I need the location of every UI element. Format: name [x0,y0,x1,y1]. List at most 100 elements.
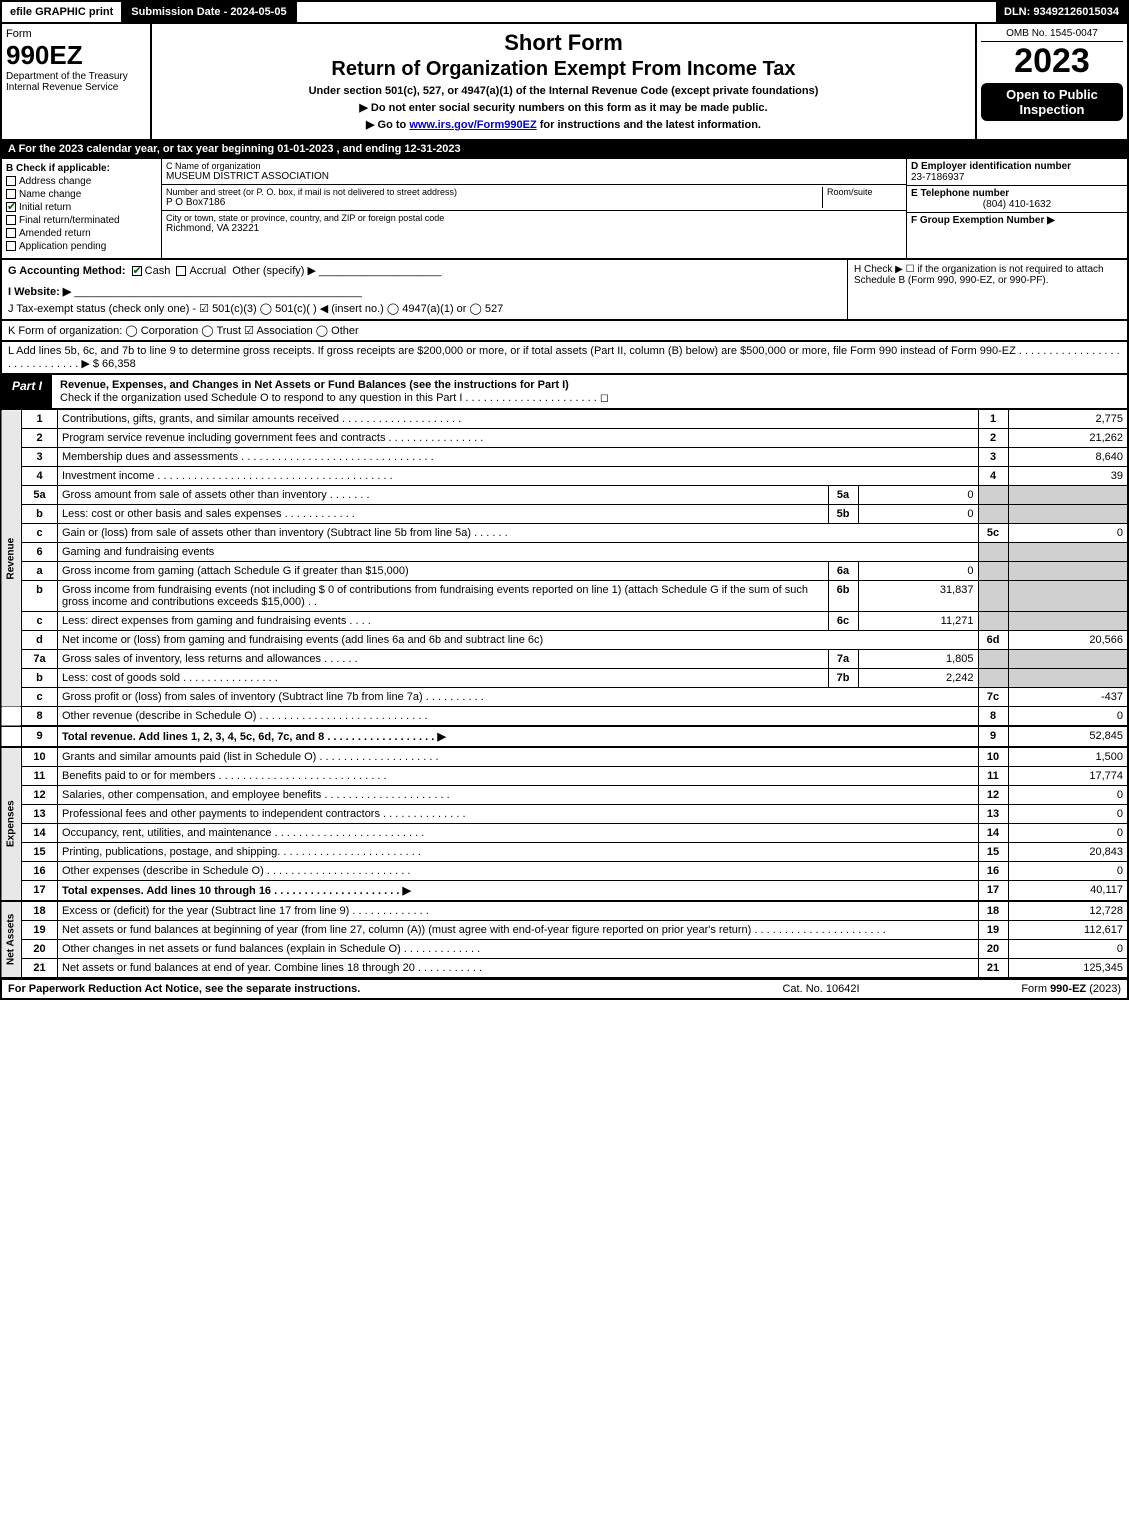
row-l-text: L Add lines 5b, 6c, and 7b to line 9 to … [8,345,1120,370]
line-12-val: 0 [1008,786,1128,805]
line-7b-desc: Less: cost of goods sold . . . . . . . .… [58,669,829,688]
line-21-no: 21 [22,959,58,979]
chk-application-pending[interactable]: Application pending [6,241,157,252]
line-14-val: 0 [1008,824,1128,843]
line-9-val: 52,845 [1008,726,1128,747]
line-10-num: 10 [978,747,1008,767]
line-11-desc: Benefits paid to or for members . . . . … [58,767,979,786]
line-10-val: 1,500 [1008,747,1128,767]
chk-final-return[interactable]: Final return/terminated [6,215,157,226]
col-b-check-applicable: B Check if applicable: Address change Na… [2,159,162,258]
line-14-no: 14 [22,824,58,843]
footer-right: Form 990-EZ (2023) [921,983,1121,995]
chk-name-change[interactable]: Name change [6,189,157,200]
line-7c-val: -437 [1008,688,1128,707]
line-6c-subval: 11,271 [858,612,978,631]
note-goto-post: for instructions and the latest informat… [537,119,761,131]
line-15-num: 15 [978,843,1008,862]
line-6d-desc: Net income or (loss) from gaming and fun… [58,631,979,650]
vtab-netassets: Net Assets [1,901,22,978]
row-i: I Website: ▶ [8,286,71,298]
note-goto-pre: ▶ Go to [366,119,409,131]
line-8-desc: Other revenue (describe in Schedule O) .… [58,707,979,727]
line-7c-num: 7c [978,688,1008,707]
form-header: Form 990EZ Department of the Treasury In… [0,24,1129,141]
tax-year: 2023 [981,42,1123,81]
section-bcdef: B Check if applicable: Address change Na… [0,159,1129,260]
chk-initial-return[interactable]: Initial return [6,202,157,213]
line-1-val: 2,775 [1008,410,1128,429]
line-14-desc: Occupancy, rent, utilities, and maintena… [58,824,979,843]
chk-address-change[interactable]: Address change [6,176,157,187]
line-5b-desc: Less: cost or other basis and sales expe… [58,505,829,524]
line-7b-no: b [22,669,58,688]
line-20-no: 20 [22,940,58,959]
line-1-num: 1 [978,410,1008,429]
line-13-no: 13 [22,805,58,824]
line-6b-no: b [22,581,58,612]
chk-amended-return[interactable]: Amended return [6,228,157,239]
vtab-expenses: Expenses [1,747,22,901]
line-18-val: 12,728 [1008,901,1128,921]
line-7b-subval: 2,242 [858,669,978,688]
efile-print-label[interactable]: efile GRAPHIC print [2,2,123,22]
line-6a-subval: 0 [858,562,978,581]
part-1-title-sub: Check if the organization used Schedule … [60,392,609,404]
part-1-lines: Revenue 1 Contributions, gifts, grants, … [0,410,1129,979]
vtab-revenue-spacer [1,707,22,727]
line-5a-desc: Gross amount from sale of assets other t… [58,486,829,505]
line-15-desc: Printing, publications, postage, and shi… [58,843,979,862]
line-3-num: 3 [978,448,1008,467]
line-21-num: 21 [978,959,1008,979]
line-4-desc: Investment income . . . . . . . . . . . … [58,467,979,486]
line-6b-val [1008,581,1128,612]
header-left: Form 990EZ Department of the Treasury In… [2,24,152,139]
c-addr: P O Box7186 [166,197,822,208]
col-c-org-info: C Name of organization MUSEUM DISTRICT A… [162,159,907,258]
line-9-desc: Total revenue. Add lines 1, 2, 3, 4, 5c,… [58,726,979,747]
header-center: Short Form Return of Organization Exempt… [152,24,977,139]
line-13-num: 13 [978,805,1008,824]
chk-cash[interactable] [132,266,142,276]
line-18-desc: Excess or (deficit) for the year (Subtra… [58,901,979,921]
line-20-desc: Other changes in net assets or fund bala… [58,940,979,959]
line-9-num: 9 [978,726,1008,747]
line-6d-no: d [22,631,58,650]
col-def: D Employer identification number 23-7186… [907,159,1127,258]
line-2-val: 21,262 [1008,429,1128,448]
line-7b-sub: 7b [828,669,858,688]
g-accrual: Accrual [189,265,226,277]
line-5c-desc: Gain or (loss) from sale of assets other… [58,524,979,543]
line-14-num: 14 [978,824,1008,843]
c-room-label: Room/suite [822,187,902,208]
line-6-numcol [978,543,1008,562]
line-6-desc: Gaming and fundraising events [58,543,979,562]
col-b-title: B Check if applicable: [6,163,157,174]
line-2-no: 2 [22,429,58,448]
line-5a-sub: 5a [828,486,858,505]
irs-link[interactable]: www.irs.gov/Form990EZ [409,119,536,131]
top-bar-spacer [297,2,996,22]
line-20-num: 20 [978,940,1008,959]
row-gh: G Accounting Method: Cash Accrual Other … [0,260,1129,321]
line-15-no: 15 [22,843,58,862]
row-h: H Check ▶ ☐ if the organization is not r… [847,260,1127,319]
line-6a-numcol [978,562,1008,581]
subtitle: Under section 501(c), 527, or 4947(a)(1)… [156,85,971,97]
g-label: G Accounting Method: [8,265,126,277]
footer-center: Cat. No. 10642I [721,983,921,995]
open-to-public-badge: Open to Public Inspection [981,83,1123,121]
f-group-exemption: F Group Exemption Number ▶ [911,215,1123,226]
note-ssn: ▶ Do not enter social security numbers o… [156,101,971,114]
form-word: Form [6,28,32,40]
line-13-desc: Professional fees and other payments to … [58,805,979,824]
line-6d-num: 6d [978,631,1008,650]
line-6c-no: c [22,612,58,631]
line-7c-desc: Gross profit or (loss) from sales of inv… [58,688,979,707]
row-l: L Add lines 5b, 6c, and 7b to line 9 to … [0,342,1129,375]
part-1-label: Part I [2,375,52,408]
line-12-desc: Salaries, other compensation, and employ… [58,786,979,805]
chk-accrual[interactable] [176,266,186,276]
line-16-no: 16 [22,862,58,881]
line-20-val: 0 [1008,940,1128,959]
